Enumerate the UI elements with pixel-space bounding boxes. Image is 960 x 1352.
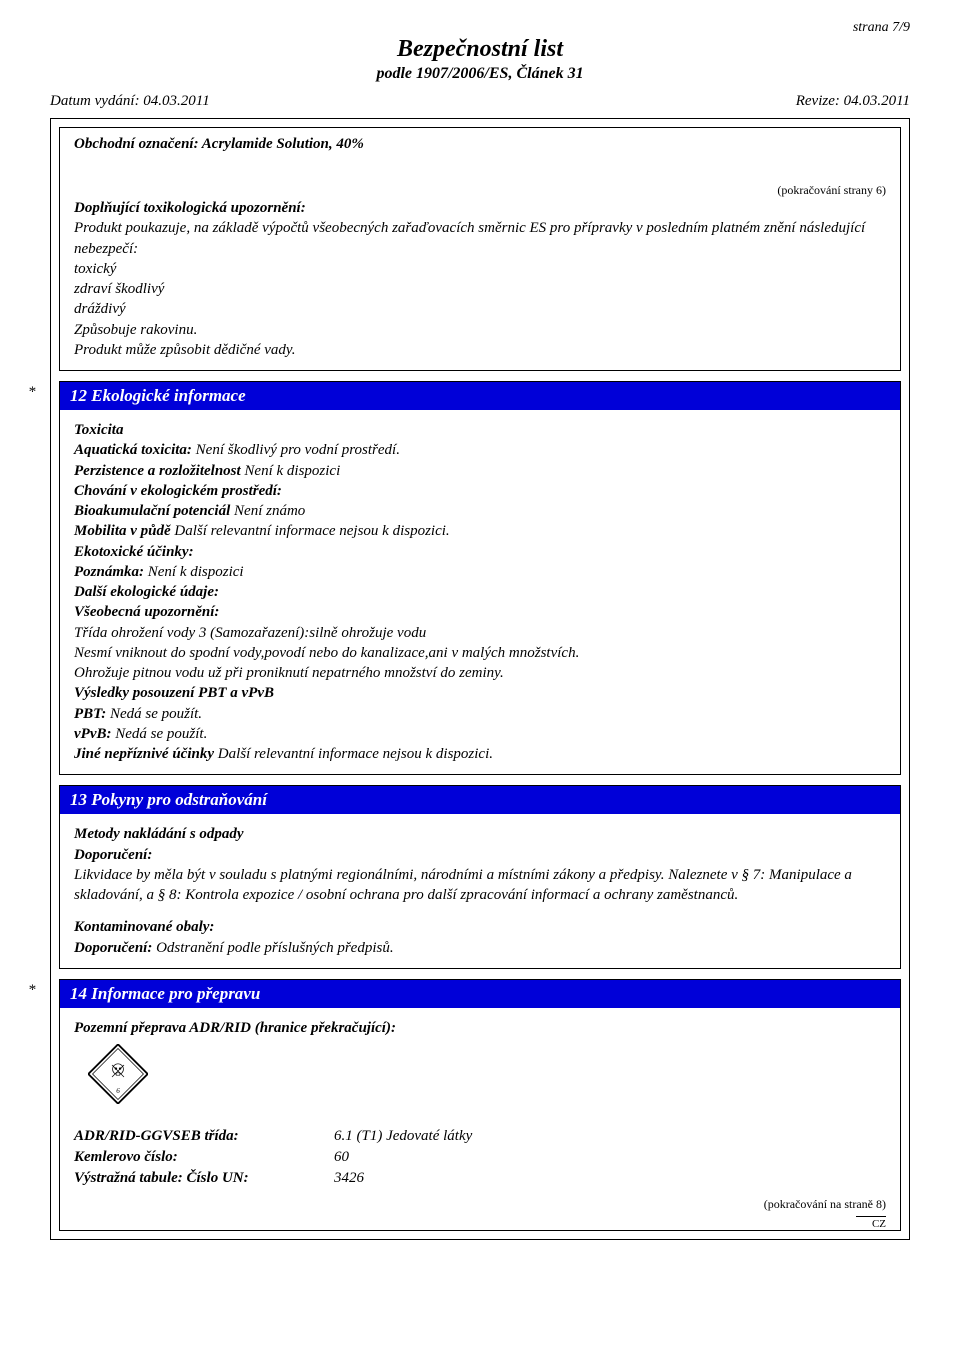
general-heading: Všeobecná upozornění: — [74, 602, 886, 622]
pbt-label: PBT: — [74, 706, 106, 722]
pbt-heading: Výsledky posouzení PBT a vPvB — [74, 683, 886, 703]
aquatic-value: Není škodlivý pro vodní prostředí. — [192, 442, 400, 458]
tox-line-6: Produkt může způsobit dědičné vady. — [74, 340, 886, 360]
mobility-value: Další relevantní informace nejsou k disp… — [171, 523, 450, 539]
adr-class-label: ADR/RID-GGVSEB třída: — [74, 1126, 334, 1147]
vpvb-value: Nedá se použít. — [111, 726, 207, 742]
document-title: Bezpečnostní list — [50, 36, 910, 63]
behaviour-heading: Chování v ekologickém prostředí: — [74, 481, 886, 501]
methods-heading: Metody nakládání s odpady — [74, 824, 886, 844]
box-tox: Obchodní označení: Acrylamide Solution, … — [59, 127, 901, 371]
tox-line-4: dráždivý — [74, 299, 886, 319]
tox-line-5: Způsobuje rakovinu. — [74, 320, 886, 340]
trade-name: Obchodní označení: Acrylamide Solution, … — [60, 128, 900, 153]
tox-line-1: Produkt poukazuje, na základě výpočtů vš… — [74, 218, 886, 259]
outer-frame: Obchodní označení: Acrylamide Solution, … — [50, 118, 910, 1240]
tox-heading: Doplňující toxikologická upozornění: — [74, 200, 306, 216]
section-13-header: 13 Pokyny pro odstraňování — [60, 786, 900, 814]
aquatic-label: Aquatická toxicita: — [74, 442, 192, 458]
hazard-diamond-icon: 6 — [88, 1044, 148, 1104]
box-sec12: 12 Ekologické informace Toxicita Aquatic… — [59, 381, 901, 775]
mobility-label: Mobilita v půdě — [74, 523, 171, 539]
box-sec13: 13 Pokyny pro odstraňování Metody naklád… — [59, 785, 901, 969]
toxicity-heading: Toxicita — [74, 420, 886, 440]
rec-heading: Doporučení: — [74, 845, 886, 865]
box-sec14: 14 Informace pro přepravu Pozemní přepra… — [59, 979, 901, 1232]
further-heading: Další ekologické údaje: — [74, 582, 886, 602]
land-transport-heading: Pozemní přeprava ADR/RID (hranice překra… — [74, 1018, 886, 1038]
note-label: Poznámka: — [74, 564, 144, 580]
bioacc-label: Bioakumulační potenciál — [74, 503, 230, 519]
cont-rec-label: Doporučení: — [74, 940, 152, 956]
persist-label: Perzistence a rozložitelnost — [74, 463, 241, 479]
general-2: Nesmí vniknout do spodní vody,povodí neb… — [74, 643, 886, 663]
general-3: Ohrožuje pitnou vodu už při proniknutí n… — [74, 663, 886, 683]
persist-value: Není k dispozici — [241, 463, 341, 479]
bioacc-value: Není známo — [230, 503, 305, 519]
un-value: 3426 — [334, 1168, 886, 1189]
lang-code: CZ — [856, 1216, 886, 1230]
ecotox-heading: Ekotoxické účinky: — [74, 542, 886, 562]
un-label: Výstražná tabule: Číslo UN: — [74, 1168, 334, 1189]
issue-date: Datum vydání: 04.03.2011 — [50, 93, 210, 110]
diamond-number: 6 — [116, 1087, 120, 1095]
cont-rec-value: Odstranění podle příslušných předpisů. — [152, 940, 393, 956]
kemler-value: 60 — [334, 1147, 886, 1168]
pbt-value: Nedá se použít. — [106, 706, 202, 722]
vpvb-label: vPvB: — [74, 726, 111, 742]
revision-date: Revize: 04.03.2011 — [796, 93, 910, 110]
kemler-label: Kemlerovo číslo: — [74, 1147, 334, 1168]
rec-body: Likvidace by měla být v souladu s platný… — [74, 865, 886, 906]
note-value: Není k dispozici — [144, 564, 244, 580]
adr-class-value: 6.1 (T1) Jedovaté látky — [334, 1126, 886, 1147]
section-14-header: 14 Informace pro přepravu — [60, 980, 900, 1008]
tox-line-3: zdraví škodlivý — [74, 279, 886, 299]
tox-line-2: toxický — [74, 259, 886, 279]
section-12-header: 12 Ekologické informace — [60, 382, 900, 410]
adverse-label: Jiné nepříznivé účinky — [74, 746, 214, 762]
page-number: strana 7/9 — [853, 20, 910, 36]
general-1: Třída ohrožení vody 3 (Samozařazení):sil… — [74, 623, 886, 643]
document-subtitle: podle 1907/2006/ES, Článek 31 — [50, 65, 910, 83]
continuation-from: (pokračování strany 6) — [60, 177, 900, 198]
cont-pack-heading: Kontaminované obaly: — [74, 917, 886, 937]
continuation-to: (pokračování na straně 8) — [60, 1193, 900, 1214]
adverse-value: Další relevantní informace nejsou k disp… — [214, 746, 493, 762]
